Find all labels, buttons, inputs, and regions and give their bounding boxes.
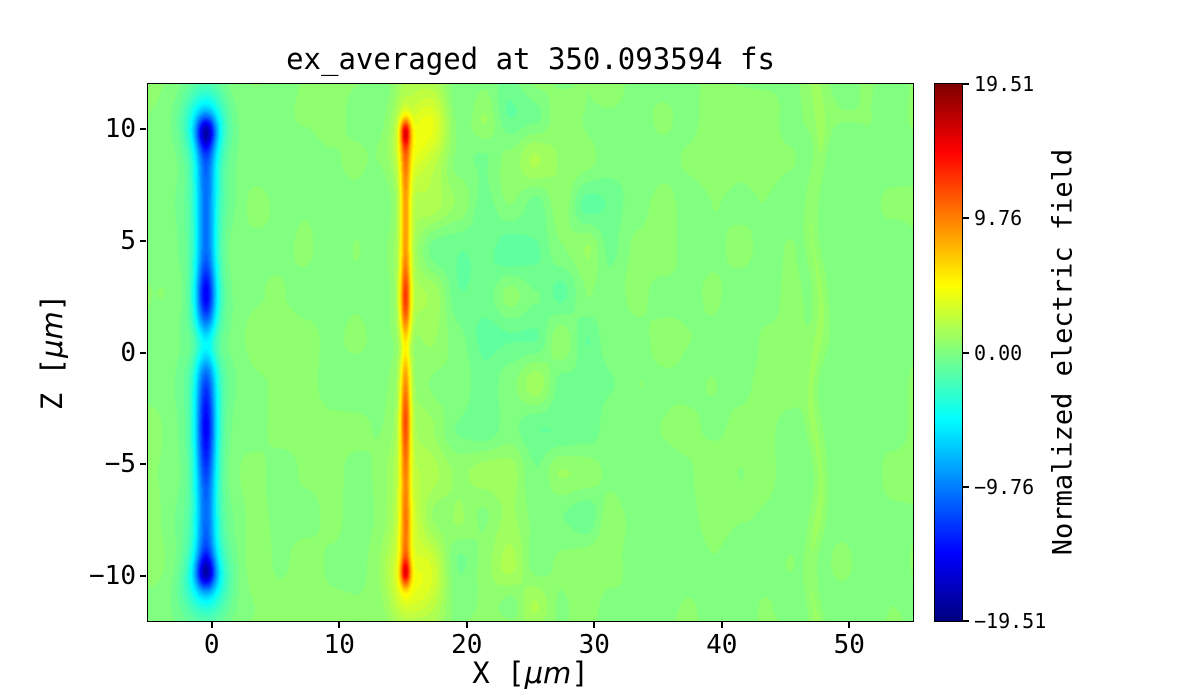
y-tick-label: 0: [120, 337, 136, 368]
x-tick-mark: [210, 622, 213, 628]
x-tick-label: 30: [578, 630, 610, 660]
colorbar-tick-label: 0.00: [974, 340, 1023, 365]
colorbar: [934, 83, 963, 622]
heatmap-plot: [147, 83, 914, 622]
x-tick-label: 10: [323, 630, 355, 660]
x-tick-label: 40: [706, 630, 738, 660]
colorbar-tick-mark: [963, 351, 969, 354]
colorbar-label: Normalized electric field: [1047, 148, 1079, 556]
y-axis-label: Z [μm]: [35, 294, 69, 411]
colorbar-tick-label: 19.51: [974, 72, 1035, 96]
x-tick-mark: [848, 622, 851, 628]
colorbar-tick-label: −9.76: [974, 474, 1035, 499]
x-tick-mark: [593, 622, 596, 628]
y-tick-mark: [140, 127, 146, 130]
plot-title: ex_averaged at 350.093594 fs: [286, 42, 775, 76]
colorbar-tick-mark: [963, 620, 969, 622]
y-tick-mark: [140, 463, 146, 466]
y-tick-label: 10: [104, 113, 136, 144]
x-tick-label: 0: [203, 630, 220, 660]
x-tick-label: 20: [451, 630, 483, 660]
y-axis-label-text: Z [: [35, 357, 69, 411]
x-axis-label-text: X [: [472, 656, 525, 690]
y-axis-unit: μm: [35, 311, 69, 358]
y-tick-mark: [140, 239, 146, 242]
x-tick-mark: [720, 622, 723, 628]
y-tick-label: −10: [89, 561, 136, 592]
x-tick-mark: [465, 622, 468, 628]
colorbar-tick-label: 9.76: [974, 206, 1023, 231]
y-tick-mark: [140, 351, 146, 354]
y-axis-label-close: ]: [35, 293, 69, 312]
y-tick-label: 5: [120, 225, 136, 256]
x-axis-label-close: ]: [571, 656, 589, 690]
x-axis-unit: μm: [524, 656, 572, 690]
colorbar-tick-mark: [963, 485, 969, 488]
colorbar-tick-label: −19.51: [974, 609, 1047, 633]
colorbar-tick-mark: [963, 217, 969, 220]
x-tick-label: 50: [833, 630, 865, 660]
y-tick-mark: [140, 575, 146, 578]
x-axis-label: X [μm]: [148, 656, 913, 690]
x-tick-mark: [338, 622, 341, 628]
colorbar-tick-mark: [963, 83, 969, 85]
y-tick-label: −5: [104, 449, 136, 480]
